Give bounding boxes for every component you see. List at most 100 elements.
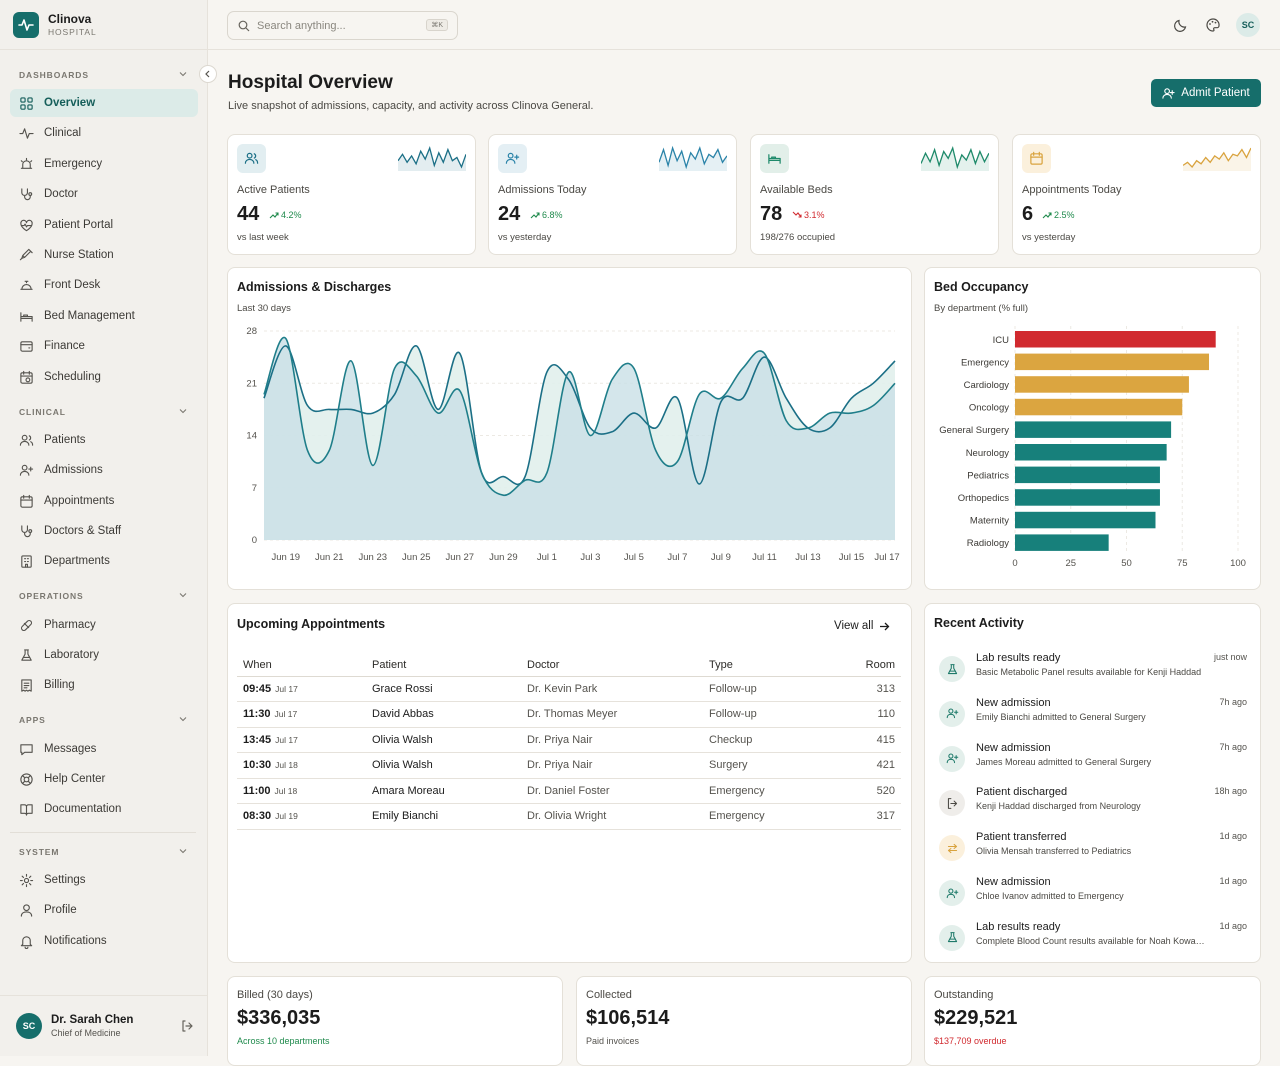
nav-section-clinical[interactable]: CLINICAL <box>19 407 66 417</box>
sidebar-item-front-desk[interactable]: Front Desk <box>10 271 198 299</box>
activity-item[interactable]: Patient discharged Kenji Haddad discharg… <box>939 786 1247 826</box>
activity-item[interactable]: New admission James Moreau admitted to G… <box>939 742 1247 782</box>
table-row[interactable]: 11:30 Jul 17 David Abbas Dr. Thomas Meyer… <box>237 701 901 728</box>
activity-item[interactable]: Lab results ready Complete Blood Count r… <box>939 921 1247 961</box>
bar-pediatrics[interactable] <box>1015 466 1160 484</box>
chevron-down-icon[interactable] <box>178 69 188 79</box>
cell-room: 317 <box>821 803 901 830</box>
sidebar-item-patients[interactable]: Patients <box>10 426 198 454</box>
activity-time: 7h ago <box>1219 741 1247 752</box>
cell-type: Checkup <box>703 727 822 753</box>
activity-item[interactable]: Lab results ready Basic Metabolic Panel … <box>939 652 1247 692</box>
view-all-link[interactable]: View all <box>834 620 890 632</box>
sidebar-item-settings[interactable]: Settings <box>10 866 198 894</box>
sidebar-item-doctors-staff[interactable]: Doctors & Staff <box>10 517 198 545</box>
moon-icon[interactable] <box>1173 17 1189 33</box>
finance-card: Outstanding $229,521 $137,709 overdue <box>924 976 1261 1066</box>
activity-item[interactable]: New admission Emily Bianchi admitted to … <box>939 697 1247 737</box>
column-header-patient: Patient <box>366 654 521 677</box>
kpi-trend: 3.1% <box>792 210 825 220</box>
user-avatar[interactable]: SC <box>1236 13 1260 37</box>
table-row[interactable]: 09:45 Jul 17 Grace Rossi Dr. Kevin Park F… <box>237 676 901 702</box>
sidebar-item-appointments[interactable]: Appointments <box>10 487 198 515</box>
search-input[interactable]: Search anything... ⌘K <box>227 11 458 40</box>
y-tick-label: 0 <box>252 535 257 546</box>
logout-icon[interactable] <box>180 1019 194 1033</box>
chevron-down-icon[interactable] <box>178 406 188 416</box>
chevron-down-icon[interactable] <box>178 714 188 724</box>
sidebar-item-label: Patients <box>44 434 86 446</box>
bar-radiology[interactable] <box>1015 534 1109 551</box>
chevron-down-icon[interactable] <box>178 590 188 600</box>
bar-orthopedics[interactable] <box>1015 489 1160 506</box>
table-row[interactable]: 10:30 Jul 18 Olivia Walsh Dr. Priya Nair … <box>237 752 901 779</box>
sidebar-item-label: Billing <box>44 679 75 691</box>
x-tick-label: 100 <box>1230 558 1246 569</box>
user-icon <box>20 903 33 917</box>
sidebar-item-billing[interactable]: Billing <box>10 671 198 699</box>
sidebar-item-clinical[interactable]: Clinical <box>10 119 198 147</box>
sidebar-item-departments[interactable]: Departments <box>10 547 198 575</box>
x-tick-label: Jul 13 <box>795 552 820 563</box>
recent-activity-title: Recent Activity <box>934 616 1024 630</box>
sidebar-item-admissions[interactable]: Admissions <box>10 456 198 484</box>
bar-neurology[interactable] <box>1015 444 1167 461</box>
cell-room: 520 <box>821 778 901 804</box>
sidebar-item-help-center[interactable]: Help Center <box>10 765 198 793</box>
bell-desk-icon <box>20 280 33 290</box>
sidebar-item-nurse-station[interactable]: Nurse Station <box>10 241 198 269</box>
activity-item[interactable]: Patient transferred Olivia Mensah transf… <box>939 831 1247 871</box>
chevron-down-icon[interactable] <box>178 846 188 856</box>
kpi-label: Active Patients <box>237 184 310 196</box>
bar-maternity[interactable] <box>1015 511 1156 529</box>
appointments-card: Upcoming Appointments View all When Patie… <box>227 603 912 963</box>
admit-patient-button[interactable]: Admit Patient <box>1151 79 1261 107</box>
nav-section-system[interactable]: SYSTEM <box>19 847 60 857</box>
sidebar-item-notifications[interactable]: Notifications <box>10 927 198 955</box>
sidebar-item-pharmacy[interactable]: Pharmacy <box>10 611 198 639</box>
sidebar-item-finance[interactable]: Finance <box>10 332 198 360</box>
sidebar-item-label: Patient Portal <box>44 219 114 231</box>
brand-name: Clinova <box>48 11 92 26</box>
nav-section-apps[interactable]: APPS <box>19 715 46 725</box>
sidebar-item-documentation[interactable]: Documentation <box>10 795 198 823</box>
bar-emergency[interactable] <box>1015 353 1210 371</box>
table-row[interactable]: 08:30 Jul 19 Emily Bianchi Dr. Olivia Wri… <box>237 803 901 830</box>
nav-section-dashboards[interactable]: DASHBOARDS <box>19 70 89 80</box>
user-profile[interactable]: SC Dr. Sarah Chen Chief of Medicine <box>0 995 208 1056</box>
sidebar-item-scheduling[interactable]: Scheduling <box>10 363 198 391</box>
cell-type: Surgery <box>703 752 822 779</box>
category-label: Neurology <box>966 448 1010 459</box>
sidebar-item-messages[interactable]: Messages <box>10 735 198 763</box>
sidebar-item-profile[interactable]: Profile <box>10 896 198 924</box>
bar-icu[interactable] <box>1015 331 1216 348</box>
sidebar-item-overview[interactable]: Overview <box>10 89 198 117</box>
sparkline-line <box>659 145 727 170</box>
bar-oncology[interactable] <box>1015 398 1183 416</box>
cell-when: 10:30 Jul 18 <box>237 752 366 779</box>
nav-section-operations[interactable]: OPERATIONS <box>19 591 84 601</box>
table-row[interactable]: 13:45 Jul 17 Olivia Walsh Dr. Priya Nair … <box>237 727 901 753</box>
sidebar-item-emergency[interactable]: Emergency <box>10 150 198 178</box>
activity-item[interactable]: New admission Chloe Ivanov admitted to E… <box>939 876 1247 916</box>
palette-icon[interactable] <box>1205 17 1221 33</box>
table-row[interactable]: 11:00 Jul 18 Amara Moreau Dr. Daniel Fost… <box>237 778 901 804</box>
activity-title: New admission <box>976 696 1051 709</box>
sidebar-item-doctor[interactable]: Doctor <box>10 180 198 208</box>
collapse-sidebar-button[interactable] <box>199 65 217 83</box>
cell-doctor: Dr. Priya Nair <box>521 752 703 779</box>
finance-value: $106,514 <box>586 1007 670 1029</box>
brand[interactable]: Clinova HOSPITAL <box>0 0 207 50</box>
x-tick-label: Jun 27 <box>446 552 475 563</box>
sidebar-item-patient-portal[interactable]: Patient Portal <box>10 211 198 239</box>
cell-patient: Olivia Walsh <box>366 727 521 753</box>
bar-general-surgery[interactable] <box>1015 421 1172 438</box>
stethoscope-icon <box>21 187 33 200</box>
sidebar-item-bed-management[interactable]: Bed Management <box>10 302 198 330</box>
kpi-footnote: 198/276 occupied <box>760 232 836 243</box>
bar-cardiology[interactable] <box>1015 376 1189 393</box>
x-tick-label: Jun 25 <box>402 552 431 563</box>
flask-icon <box>947 932 957 943</box>
trend-down-icon <box>792 211 802 218</box>
sidebar-item-laboratory[interactable]: Laboratory <box>10 641 198 669</box>
